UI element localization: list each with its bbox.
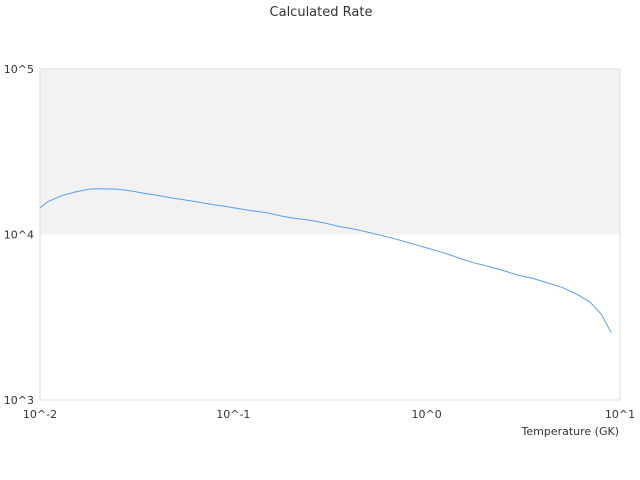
plot-frame — [39, 68, 621, 401]
x-tick-label: 10^0 — [412, 408, 442, 421]
y-tick-label: 10^5 — [4, 63, 34, 76]
y-tick-label: 10^4 — [4, 229, 34, 242]
tick-labels: 10^-2 10^-1 10^0 10^1 10^3 10^4 10^5 — [4, 63, 635, 421]
x-tick-label: 10^-1 — [216, 408, 250, 421]
chart-series-layer — [39, 188, 612, 333]
chart-bands — [40, 69, 620, 235]
x-axis-label: Temperature (GK) — [521, 425, 620, 438]
x-tick-label: 10^1 — [605, 408, 635, 421]
chart-band-0 — [40, 69, 620, 235]
y-tick-label: 10^3 — [4, 394, 34, 407]
chart-title: Calculated Rate — [270, 5, 373, 20]
series-line-0 — [39, 188, 612, 333]
x-tick-label: 10^-2 — [23, 408, 57, 421]
